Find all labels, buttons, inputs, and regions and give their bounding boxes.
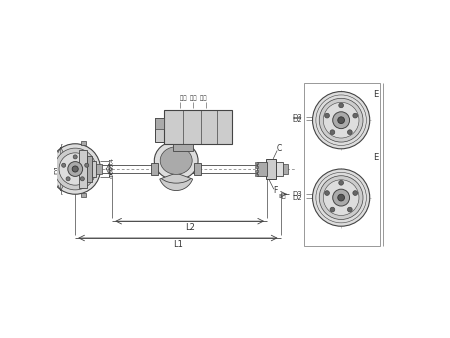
Circle shape [72,166,78,172]
Circle shape [338,117,345,124]
Bar [79,150,87,188]
Bar [81,141,86,145]
Text: D3: D3 [292,191,302,197]
Text: D3: D3 [292,114,302,120]
Text: F: F [273,186,278,195]
Circle shape [323,180,359,215]
Circle shape [85,163,89,167]
Bar [87,156,92,182]
Bar [81,193,86,197]
Circle shape [323,102,359,138]
Circle shape [319,98,363,142]
Circle shape [347,130,352,135]
Bar [283,164,288,174]
Circle shape [353,113,358,118]
Circle shape [330,130,335,135]
Text: D1: D1 [54,164,60,174]
Circle shape [339,103,343,108]
Bar [255,170,258,172]
Bar [276,162,283,176]
Bar [173,144,193,151]
Wedge shape [160,173,193,191]
Bar [304,83,380,246]
Circle shape [62,163,66,167]
Text: E: E [373,91,378,99]
Circle shape [80,177,84,181]
Bar [266,159,276,179]
Circle shape [319,176,363,219]
Text: E向: E向 [279,194,287,199]
Circle shape [333,112,350,128]
Circle shape [54,148,96,190]
Text: D2: D2 [293,195,302,201]
Circle shape [339,180,343,185]
Text: D2: D2 [293,117,302,123]
Circle shape [325,191,329,195]
Bar [194,163,202,175]
Text: E: E [373,153,378,162]
Circle shape [338,194,345,201]
Bar [257,162,267,176]
Bar [95,164,102,174]
Circle shape [73,155,77,159]
Circle shape [68,162,83,176]
Bar [255,174,258,176]
Bar [164,110,232,144]
Ellipse shape [160,147,192,174]
Circle shape [50,144,100,194]
Text: L1: L1 [173,240,183,249]
Circle shape [347,207,352,212]
Bar [86,162,95,176]
Bar [155,118,164,128]
Circle shape [325,113,329,118]
Text: 低速  空档  高速: 低速 空档 高速 [180,96,206,101]
Circle shape [312,92,370,149]
Ellipse shape [154,141,198,180]
Bar [255,166,258,168]
Bar [255,162,258,164]
Circle shape [353,191,358,195]
Text: L2: L2 [184,223,194,233]
Circle shape [66,177,70,181]
Circle shape [333,189,350,206]
Text: C: C [276,144,282,153]
Circle shape [312,169,370,226]
Bar [151,163,158,175]
Circle shape [330,207,335,212]
Bar [155,118,164,142]
Text: Φ60X4: Φ60X4 [109,157,114,178]
Bar [92,161,96,177]
Circle shape [59,153,91,185]
